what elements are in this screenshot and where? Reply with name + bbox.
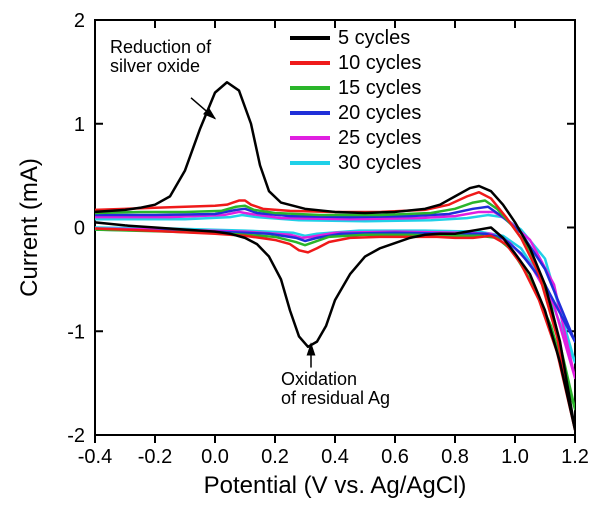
x-tick-label: 1.2 [561,446,589,468]
legend-label: 5 cycles [338,27,410,49]
legend-label: 10 cycles [338,52,421,74]
y-tick-label: -1 [67,321,85,343]
x-tick-label: 1.0 [501,446,529,468]
y-tick-label: 1 [74,114,85,136]
series-line [95,207,575,342]
legend-label: 15 cycles [338,77,421,99]
annotation-oxidation-line2: of residual Ag [281,388,390,408]
x-tick-label: -0.4 [78,446,112,468]
x-axis-label: Potential (V vs. Ag/AgCl) [204,472,467,499]
y-tick-label: 2 [74,10,85,32]
y-tick-label: 0 [74,218,85,240]
y-axis-label: Current (mA) [16,158,43,297]
legend-label: 25 cycles [338,127,421,149]
y-tick-label: -2 [67,425,85,447]
x-tick-label: 0.4 [321,446,349,468]
legend-label: 20 cycles [338,102,421,124]
x-tick-label: 0.0 [201,446,229,468]
annotation-oxidation-line1: Oxidation [281,369,357,389]
cv-chart: -0.4 -0.2 0.0 0.2 0.4 0.6 0.8 1.0 1.2 -2 -1 0 1 2 5 c… [0,0,601,508]
x-tick-label: -0.2 [138,446,172,468]
x-tick-label: 0.2 [261,446,289,468]
annotation-reduction-line2: silver oxide [110,56,200,76]
x-tick-label: 0.6 [381,446,409,468]
x-tick-label: 0.8 [441,446,469,468]
legend-label: 30 cycles [338,152,421,174]
annotation-reduction-line1: Reduction of [110,37,212,57]
